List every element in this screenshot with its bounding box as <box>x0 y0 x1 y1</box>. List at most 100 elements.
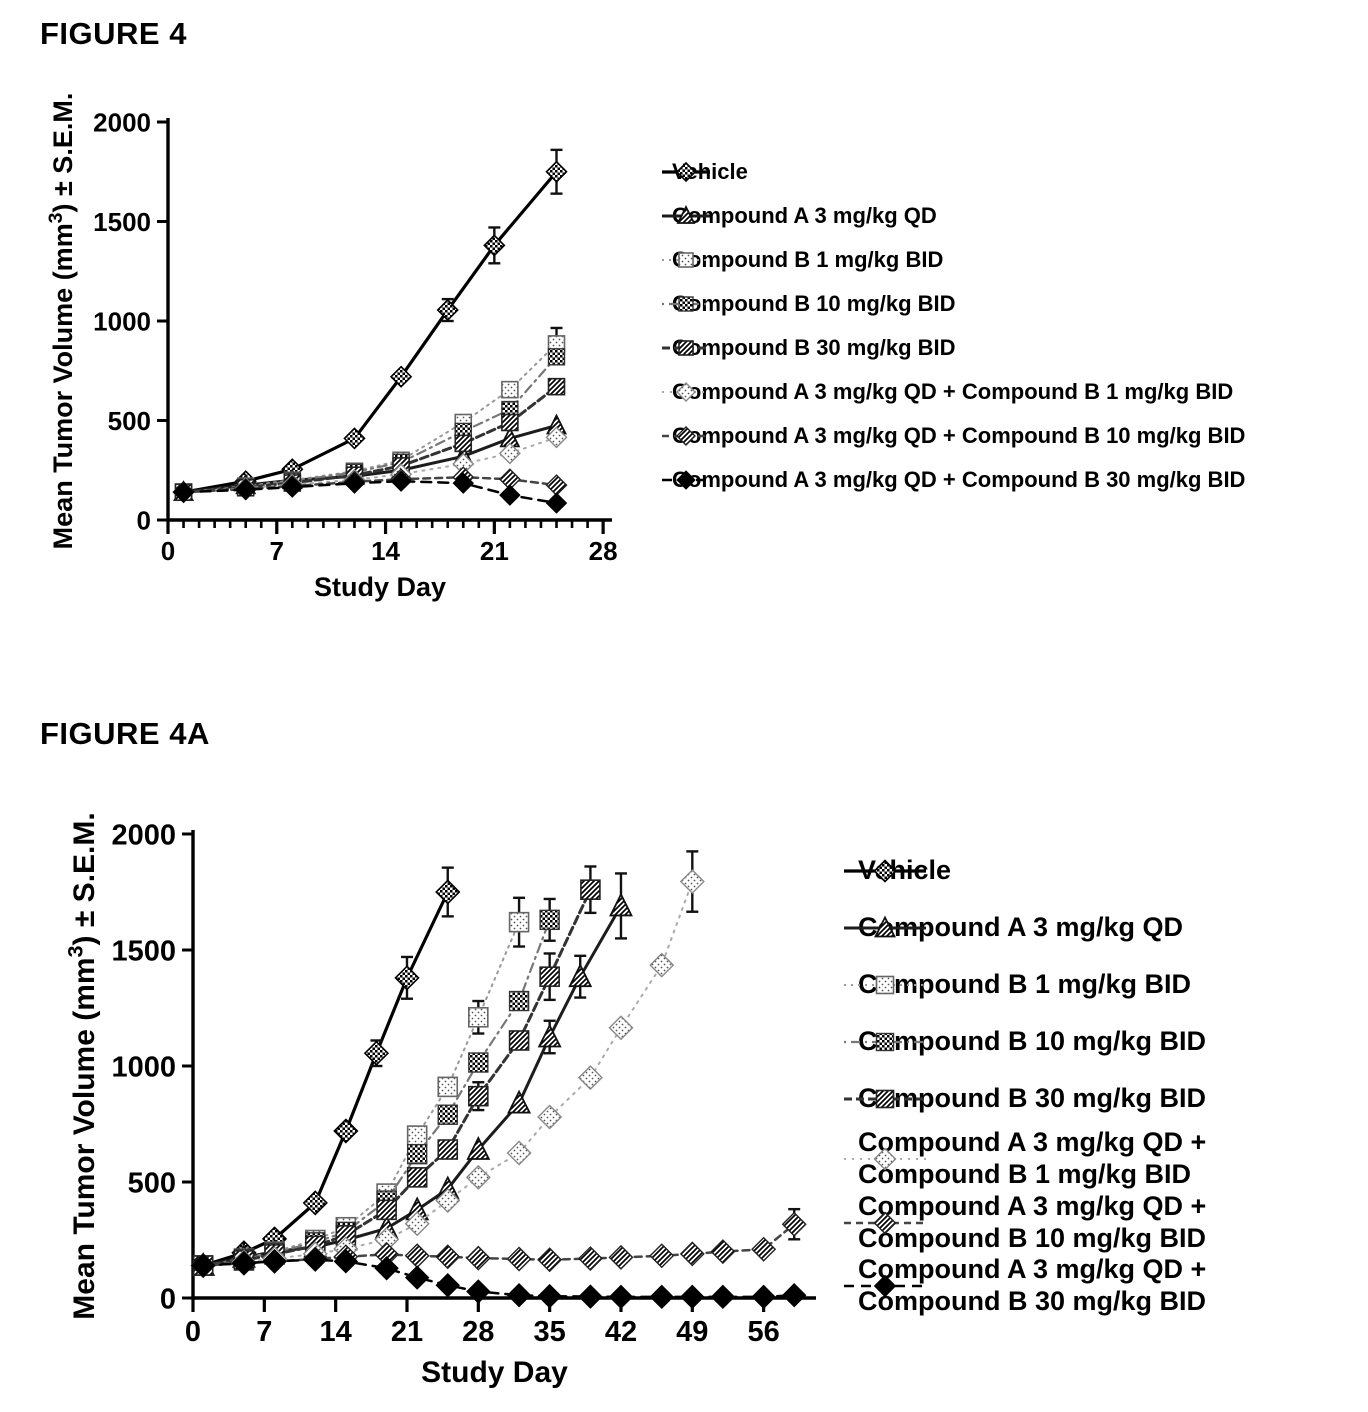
x-axis-label: Study Day <box>421 1356 568 1389</box>
legend-label: Compound A 3 mg/kg QD + Compound B 30 mg/… <box>858 1254 1207 1317</box>
data-point-marker <box>608 1284 634 1310</box>
figure4-chart: 0 500 1000 1500 2000 0 7 14 21 28 Study Day Mean Tu… <box>45 93 618 602</box>
figure4-legend: Vehicle Compound A 3 mg/kg QD Compound B 1… <box>660 150 1245 502</box>
figure4-title: FIGURE 4 <box>40 16 187 51</box>
data-point-marker <box>873 1211 897 1235</box>
data-point-marker <box>231 1250 257 1276</box>
data-point-marker <box>545 492 568 514</box>
series-compound-a-3-mg-kg-qd-compound-b-10-mg-kg-bid <box>190 1207 807 1279</box>
data-point-marker <box>508 911 530 933</box>
legend-item: Compound B 10 mg/kg BID <box>842 1013 1206 1070</box>
data-point-marker <box>501 413 519 432</box>
data-point-marker <box>547 377 566 396</box>
data-point-marker <box>578 1284 603 1309</box>
data-point-marker <box>437 1076 459 1098</box>
data-point-marker <box>483 234 506 257</box>
data-point-marker <box>508 990 530 1012</box>
y-tick-label: 2000 <box>93 107 151 137</box>
data-point-marker <box>281 476 304 498</box>
data-point-marker <box>406 1143 428 1165</box>
legend-item: Compound A 3 mg/kg QD + Compound B 1 mg/… <box>660 370 1245 414</box>
data-point-marker <box>506 1246 532 1272</box>
data-point-marker <box>545 426 568 449</box>
data-point-marker <box>436 298 459 322</box>
data-point-marker <box>437 1139 459 1160</box>
y-tick-label: 0 <box>137 505 151 535</box>
data-point-marker <box>874 914 896 937</box>
x-tick-label: 56 <box>748 1316 780 1348</box>
legend-label: Compound A 3 mg/kg QD + Compound B 30 mg… <box>672 467 1246 493</box>
x-tick-label: 21 <box>480 536 509 566</box>
legend-label: Compound B 1 mg/kg BID <box>672 247 944 273</box>
legend-item: Compound B 30 mg/kg BID <box>660 326 1245 370</box>
data-point-marker <box>539 966 560 987</box>
legend-marker-diamond-checker <box>662 161 710 183</box>
data-point-marker <box>873 1147 897 1171</box>
x-axis-ticks: 0 7 14 21 28 35 42 49 56 <box>185 1298 780 1348</box>
data-point-marker <box>751 1284 776 1310</box>
y-tick-label: 1500 <box>111 935 176 967</box>
legend-item: Vehicle <box>842 842 1206 899</box>
data-point-marker <box>466 1136 491 1160</box>
data-point-marker <box>465 1164 491 1190</box>
data-point-marker <box>190 1253 216 1278</box>
legend-label: Compound A 3 mg/kg QD + Compound B 1 mg/… <box>672 379 1234 405</box>
legend-label: Compound A 3 mg/kg QD + Compound B 1 mg/k… <box>858 1127 1207 1189</box>
data-point-marker <box>710 1239 736 1265</box>
data-point-marker <box>577 1065 603 1091</box>
data-point-marker <box>507 1089 532 1114</box>
legend-item: Compound B 10 mg/kg BID <box>660 282 1245 326</box>
data-point-marker <box>172 481 195 503</box>
x-tick-label: 21 <box>391 1316 423 1348</box>
data-point-marker <box>649 952 675 978</box>
y-tick-label: 1500 <box>93 207 151 237</box>
data-point-marker <box>468 1085 489 1107</box>
figure4a-legend: Vehicle Compound A 3 mg/kg QD Compound B 1… <box>842 842 1206 1318</box>
data-point-marker <box>875 1032 895 1051</box>
data-point-marker <box>609 892 633 917</box>
data-point-marker <box>608 1244 634 1270</box>
legend-item: Compound B 30 mg/kg BID <box>842 1070 1206 1127</box>
data-point-marker <box>404 1265 430 1290</box>
y-axis-label: Mean Tumor Volume (mm3) ± S.E.M. <box>45 93 78 550</box>
data-point-marker <box>404 1243 430 1269</box>
data-point-marker <box>454 434 473 453</box>
legend-marker-diamond-filled <box>662 470 710 490</box>
data-point-marker <box>333 1249 359 1274</box>
y-tick-label: 1000 <box>111 1051 176 1083</box>
data-point-marker <box>499 484 521 506</box>
x-tick-label: 28 <box>589 536 618 566</box>
data-point-marker <box>545 160 568 183</box>
data-point-marker <box>649 1284 674 1310</box>
data-point-marker <box>302 1190 328 1216</box>
legend-marker-square-hatch <box>662 340 710 356</box>
data-point-marker <box>498 442 521 465</box>
data-point-marker <box>389 365 413 388</box>
legend-marker-diamond-checker <box>844 858 926 883</box>
legend-item: Compound A 3 mg/kg QD + Compound B 30 mg… <box>660 458 1245 502</box>
legend-item: Vehicle <box>660 150 1245 194</box>
data-point-marker <box>782 1283 807 1308</box>
x-tick-label: 7 <box>270 536 284 566</box>
data-point-marker <box>435 879 461 905</box>
data-point-marker <box>435 1244 461 1270</box>
data-point-marker <box>676 426 696 446</box>
y-axis-label: Mean Tumor Volume (mm3) ± S.E.M. <box>63 812 101 1319</box>
x-axis-label: Study Day <box>314 572 446 602</box>
data-point-marker <box>435 1273 460 1298</box>
data-point-marker <box>875 1089 895 1108</box>
legend-marker-square-checker <box>844 1032 926 1051</box>
data-point-marker <box>537 1247 563 1273</box>
legend-item: Compound A 3 mg/kg QD <box>842 899 1206 956</box>
data-point-marker <box>678 340 694 356</box>
legend-item: Compound A 3 mg/kg QD + Compound B 1 mg/k… <box>842 1127 1206 1191</box>
legend-marker-triangle-hatch <box>662 204 710 224</box>
series-compound-a-3-mg-kg-qd-compound-b-30-mg-kg-bid <box>172 470 568 514</box>
data-point-marker <box>390 470 412 492</box>
x-tick-label: 42 <box>605 1316 637 1348</box>
x-tick-label: 7 <box>256 1316 272 1348</box>
x-tick-label: 14 <box>371 536 400 566</box>
data-point-marker <box>873 858 897 883</box>
data-point-marker <box>468 1052 489 1073</box>
